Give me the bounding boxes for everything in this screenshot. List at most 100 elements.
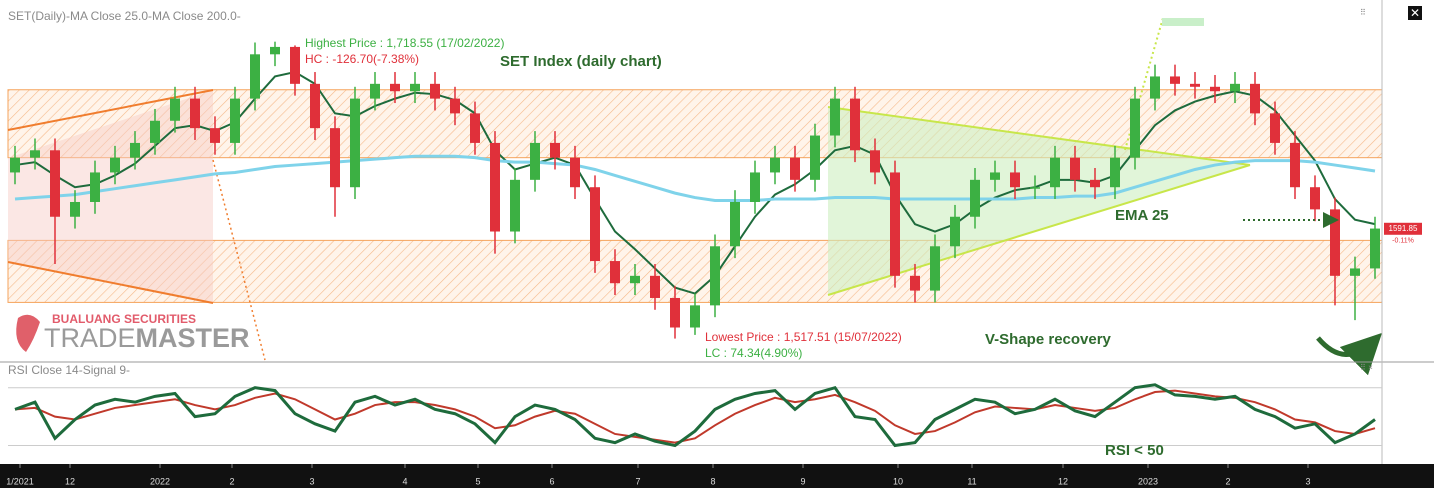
annotation: LC : 74.34(4.90%) — [705, 346, 802, 360]
candle-body — [170, 98, 180, 121]
candle-body — [10, 157, 20, 173]
logo-text: TRADEMASTER — [44, 323, 250, 353]
candle-body — [1350, 268, 1360, 276]
x-tick-label: 2022 — [150, 476, 170, 486]
candle-body — [770, 157, 780, 173]
logo-text: BUALUANG SECURITIES — [52, 312, 196, 326]
trend-line — [7, 261, 214, 304]
candle-body — [1170, 76, 1180, 84]
candle-body — [970, 179, 980, 217]
x-tick-label: 12 — [65, 476, 75, 486]
candle-body — [710, 246, 720, 306]
candle-body — [190, 98, 200, 129]
x-tick-label: 5 — [475, 476, 480, 486]
x-tick-label: 4 — [402, 476, 407, 486]
candle-body — [610, 261, 620, 284]
candle-body — [690, 305, 700, 328]
wedge-fill — [8, 90, 213, 303]
candle-body — [1090, 179, 1100, 188]
last-change-label: -0.11% — [1392, 238, 1414, 245]
candle-body — [1370, 228, 1380, 269]
curved-arrow — [1316, 332, 1383, 376]
candle-body — [670, 297, 680, 328]
candles — [10, 41, 1380, 339]
candle-body — [410, 83, 420, 92]
annotation: Lowest Price : 1,517.51 (15/07/2022) — [705, 330, 902, 344]
candle-body — [790, 157, 800, 180]
zone — [7, 89, 1383, 159]
x-tick-label: 10 — [893, 476, 903, 486]
zone — [7, 239, 1383, 303]
candle-body — [950, 216, 960, 247]
trend-line — [7, 89, 214, 131]
candle-body — [870, 150, 880, 173]
close-icon[interactable]: ✕ — [1410, 6, 1420, 20]
rsi-line — [14, 389, 1376, 444]
candle-body — [130, 142, 140, 158]
ma-line — [14, 154, 1376, 203]
candle-body — [1310, 187, 1320, 210]
x-tick-label: 2 — [1225, 476, 1230, 486]
annotation: EMA 25 — [1115, 207, 1169, 224]
logo-word: TRADE — [44, 323, 136, 353]
candle-body — [510, 179, 520, 232]
x-tick-label: 2023 — [1138, 476, 1158, 486]
annotation: RSI < 50 — [1105, 442, 1164, 459]
trend-line — [827, 106, 1251, 166]
candle-body — [550, 142, 560, 158]
candle-body — [1250, 83, 1260, 114]
candle-body — [1130, 98, 1140, 158]
candle-body — [30, 150, 40, 158]
panel-control[interactable]: ⠿ — [1360, 8, 1366, 17]
candle-body — [910, 275, 920, 291]
rsi-panel — [8, 383, 1382, 448]
rsi-header: RSI Close 14-Signal 9- — [8, 363, 130, 377]
candle-body — [810, 135, 820, 180]
candle-body — [1210, 86, 1220, 92]
candle-body — [1050, 157, 1060, 188]
annotation: HC : -126.70(-7.38%) — [305, 52, 419, 66]
candle-body — [1330, 209, 1340, 276]
x-tick-label: 11 — [967, 476, 976, 486]
candle-body — [310, 83, 320, 129]
logo-word: MASTER — [136, 323, 250, 353]
candle-body — [1290, 142, 1300, 188]
x-tick-label: 9 — [800, 476, 805, 486]
marker-box — [1162, 18, 1204, 26]
candle-body — [1150, 76, 1160, 99]
candle-body — [230, 98, 240, 143]
candle-body — [270, 46, 280, 55]
candle-body — [1070, 157, 1080, 180]
x-tick-label: 3 — [309, 476, 314, 486]
candle-body — [830, 98, 840, 136]
rsi-line — [14, 383, 1376, 448]
candle-body — [450, 98, 460, 114]
candle-body — [1010, 172, 1020, 188]
candle-body — [1190, 83, 1200, 87]
chart-header: SET(Daily)-MA Close 25.0-MA Close 200.0- — [8, 9, 241, 23]
x-tick-label: 6 — [549, 476, 554, 486]
candle-body — [1110, 157, 1120, 188]
annotation: Highest Price : 1,718.55 (17/02/2022) — [305, 36, 504, 50]
ma-line — [14, 70, 1376, 295]
panel-control[interactable]: ⠿ × — [1360, 363, 1373, 372]
candle-body — [630, 275, 640, 284]
candle-body — [530, 142, 540, 180]
last-price-box — [1384, 222, 1422, 235]
x-tick-label: 7 — [635, 476, 640, 486]
logo-icon — [16, 314, 40, 352]
x-tick-label: 2 — [229, 476, 234, 486]
candle-body — [330, 128, 340, 188]
close-button[interactable] — [1408, 6, 1422, 20]
candle-body — [290, 46, 300, 84]
chart-title: SET Index (daily chart) — [500, 53, 662, 70]
candle-body — [70, 201, 80, 217]
moving-averages — [14, 70, 1376, 295]
candle-body — [570, 157, 580, 188]
candle-body — [430, 83, 440, 99]
candle-body — [50, 150, 60, 217]
candle-body — [350, 98, 360, 188]
x-tick-label: 1/2021 — [6, 476, 34, 486]
candle-body — [730, 201, 740, 247]
